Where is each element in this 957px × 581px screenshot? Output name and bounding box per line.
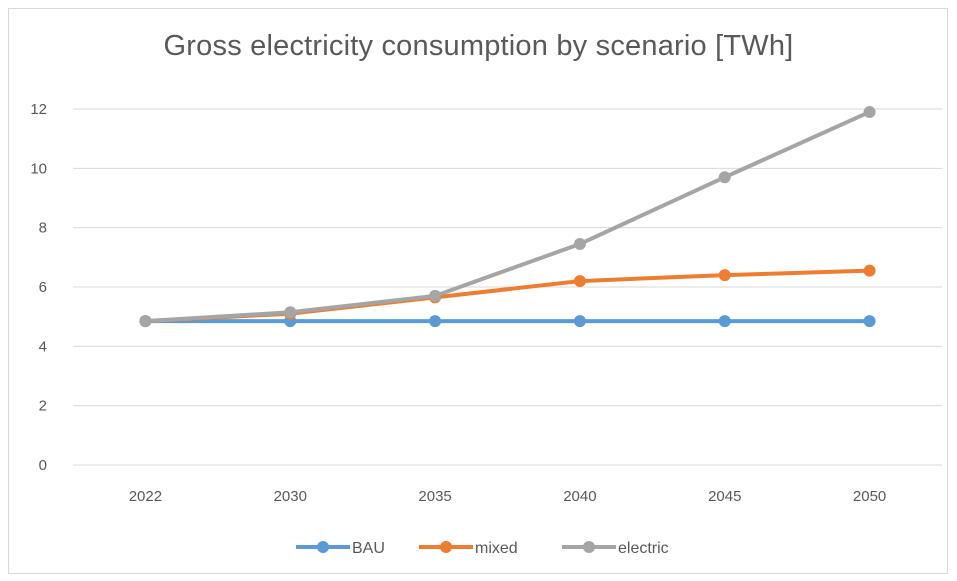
legend-item-mixed: mixed — [419, 540, 518, 557]
data-point — [429, 315, 441, 327]
data-point — [864, 315, 876, 327]
y-tick-label: 0 — [39, 457, 47, 474]
series-mixed — [139, 265, 875, 327]
data-point — [139, 315, 151, 327]
y-tick-label: 6 — [39, 279, 47, 296]
y-axis-ticks: 0 2 4 6 8 10 12 — [30, 101, 47, 474]
legend-item-electric: electric — [562, 540, 669, 557]
data-point — [574, 275, 586, 287]
x-tick-label: 2050 — [853, 488, 886, 505]
data-point — [864, 265, 876, 277]
x-tick-label: 2040 — [563, 488, 596, 505]
data-point — [429, 290, 441, 302]
legend-label: BAU — [352, 540, 385, 557]
y-tick-label: 8 — [39, 220, 47, 237]
x-tick-label: 2035 — [418, 488, 451, 505]
legend: BAU mixed electric — [296, 540, 669, 557]
series-lines — [139, 106, 875, 327]
data-point — [574, 315, 586, 327]
series-electric — [139, 106, 875, 327]
y-tick-label: 4 — [39, 338, 47, 355]
y-tick-label: 12 — [30, 101, 47, 118]
data-point — [719, 269, 731, 281]
data-point — [719, 315, 731, 327]
data-point — [864, 106, 876, 118]
legend-label: electric — [618, 540, 669, 557]
y-tick-label: 2 — [39, 398, 47, 415]
x-axis-ticks: 2022 2030 2035 2040 2045 2050 — [129, 488, 887, 505]
legend-swatch-marker — [317, 541, 329, 553]
legend-label: mixed — [475, 540, 518, 557]
legend-item-BAU: BAU — [296, 540, 385, 557]
x-tick-label: 2045 — [708, 488, 741, 505]
legend-swatch-marker — [440, 541, 452, 553]
x-tick-label: 2022 — [129, 488, 162, 505]
y-tick-label: 10 — [30, 160, 47, 177]
data-point — [574, 238, 586, 250]
data-point — [719, 171, 731, 183]
data-point — [284, 306, 296, 318]
x-tick-label: 2030 — [274, 488, 307, 505]
legend-swatch-marker — [583, 541, 595, 553]
gridlines — [73, 109, 942, 465]
